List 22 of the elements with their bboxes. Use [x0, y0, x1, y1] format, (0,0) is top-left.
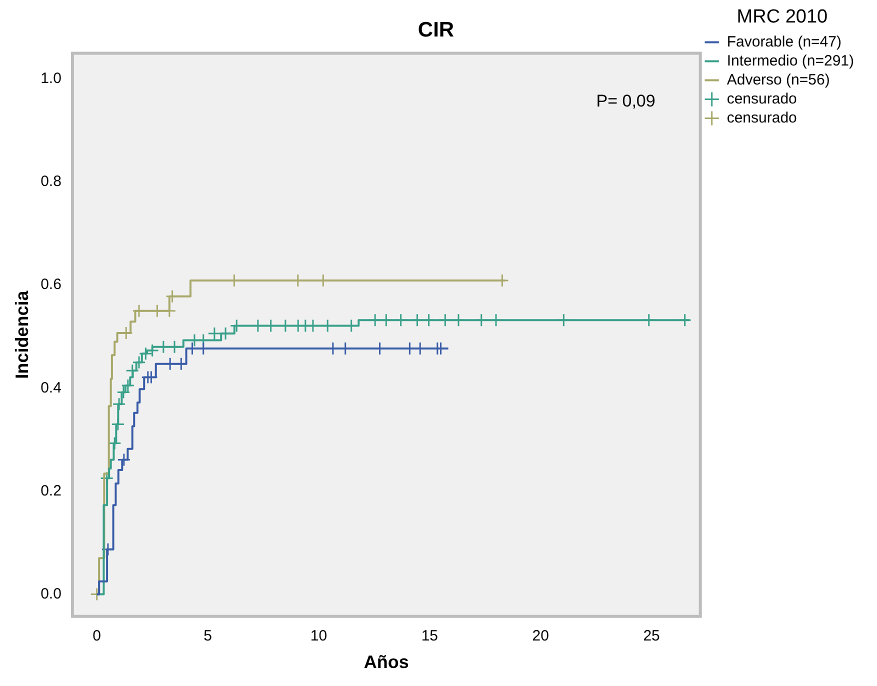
legend-label: censurado — [726, 109, 797, 126]
chart-title: CIR — [418, 18, 454, 42]
legend-label: censurado — [726, 90, 797, 108]
y-tick-label: 0.4 — [40, 379, 62, 396]
x-tick-label: 5 — [204, 628, 212, 645]
legend-label: Adverso (n=56) — [726, 71, 830, 88]
x-tick-label: 10 — [310, 628, 328, 645]
x-axis-title: Años — [364, 652, 409, 672]
annotation: P= 0,09 — [596, 91, 656, 110]
x-tick-label: 20 — [532, 628, 549, 645]
y-tick-label: 0.0 — [40, 585, 62, 602]
y-tick-label: 0.6 — [40, 276, 62, 294]
legend-label: Intermedio (n=291) — [726, 52, 854, 70]
y-axis-title: Incidencia — [12, 290, 32, 379]
y-tick-label: 0.8 — [40, 173, 62, 190]
legend-title: MRC 2010 — [736, 6, 828, 28]
legend-label: Favorable (n=47) — [726, 33, 842, 50]
y-tick-label: 1.0 — [40, 70, 62, 88]
y-tick-label: 0.2 — [40, 482, 62, 500]
x-tick-label: 25 — [643, 628, 660, 645]
x-tick-label: 0 — [92, 628, 102, 645]
x-tick-label: 15 — [421, 628, 438, 645]
